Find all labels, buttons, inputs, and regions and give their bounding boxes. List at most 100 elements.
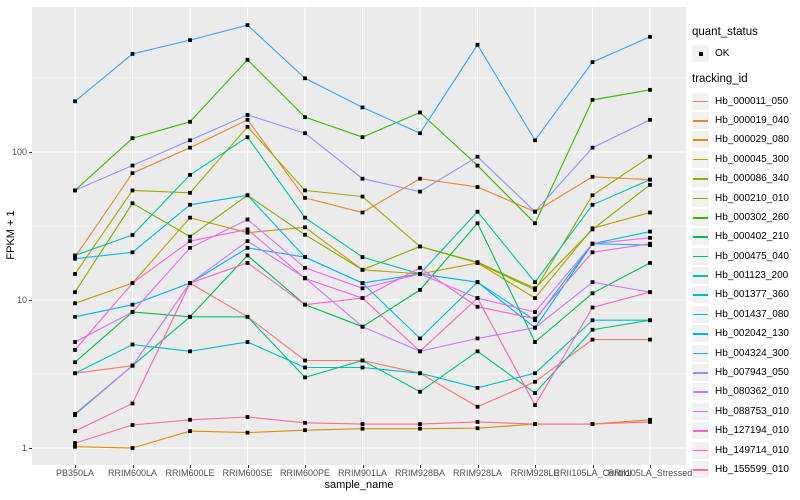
x-tick-label: RRII105LA_Control [553, 468, 632, 478]
data-point-marker [418, 288, 422, 292]
x-tick-mark [132, 465, 134, 468]
legend-label: Hb_088753_010 [715, 405, 789, 417]
data-point-marker [73, 301, 77, 306]
data-point-marker [245, 227, 250, 232]
legend-key-box [692, 267, 709, 285]
y-tick-mark [29, 448, 32, 449]
legend-key-box [692, 383, 709, 401]
data-point-marker [648, 417, 652, 422]
data-point-marker [418, 422, 422, 427]
legend-label: Hb_000011_050 [715, 95, 789, 107]
data-point-marker [188, 215, 192, 220]
data-point-marker [533, 310, 537, 314]
data-point-marker [590, 280, 595, 285]
legend-color-line [693, 139, 708, 141]
data-point-marker [245, 113, 250, 117]
data-point-marker [533, 296, 537, 301]
data-point-marker [303, 302, 307, 307]
data-point-marker [245, 253, 250, 258]
data-point-marker [188, 145, 192, 150]
data-point-marker [418, 336, 422, 341]
legend-item-Hb_088753_010: Hb_088753_010 [692, 402, 798, 421]
legend-label: Hb_002042_130 [715, 328, 789, 340]
legend-key-box [692, 92, 709, 110]
data-point-marker [648, 182, 652, 187]
data-point-marker [188, 173, 192, 177]
legend-color-line [693, 430, 708, 432]
data-point-marker [303, 131, 307, 136]
data-point-marker [245, 23, 250, 28]
x-tick-label: RRIM600LA [107, 468, 158, 478]
legend-color-line [693, 255, 708, 258]
legend-item-Hb_149714_010: Hb_149714_010 [692, 440, 798, 459]
data-point-marker [303, 375, 307, 380]
data-point-marker [418, 176, 422, 181]
x-tick-mark [535, 465, 536, 468]
legend-key-box [692, 286, 709, 304]
data-point-marker [188, 239, 192, 244]
data-point-marker [360, 281, 365, 286]
data-point-marker [533, 379, 537, 384]
legend-label: Hb_000045_300 [715, 153, 789, 165]
data-point-marker [73, 371, 77, 376]
data-point-marker [590, 60, 595, 64]
legend-label: Hb_000475_040 [715, 250, 789, 262]
data-point-marker [73, 413, 77, 417]
data-point-marker [475, 296, 480, 301]
data-point-marker [590, 145, 595, 150]
data-point-marker [533, 403, 537, 407]
legend-color-line [693, 410, 708, 413]
data-point-marker [245, 230, 250, 235]
data-point-marker [590, 97, 595, 102]
x-tick-mark [75, 465, 76, 468]
data-point-marker [475, 385, 480, 390]
data-point-marker [188, 138, 192, 143]
data-point-marker [533, 325, 537, 330]
data-point-marker [533, 221, 537, 226]
legend-color-line [693, 294, 708, 297]
plot-canvas [32, 7, 686, 465]
point-marker-icon [698, 51, 703, 57]
legend-label: Hb_007943_050 [715, 367, 789, 379]
data-point-marker [130, 363, 135, 368]
legend-label: OK [715, 48, 730, 60]
data-point-marker [418, 265, 422, 270]
legend-key-box [692, 111, 709, 129]
legend-label: Hb_149714_010 [715, 444, 789, 456]
data-point-marker [648, 235, 652, 240]
legend-item-Hb_007943_050: Hb_007943_050 [692, 363, 798, 382]
legend-key-box [692, 461, 709, 478]
legend-color-line [693, 352, 708, 355]
legend-key-box [692, 45, 709, 63]
data-point-marker [418, 426, 422, 431]
x-tick-mark [592, 465, 594, 468]
data-point-marker [303, 276, 307, 281]
data-point-marker [533, 209, 537, 214]
data-point-marker [360, 426, 365, 431]
data-point-marker [303, 225, 307, 230]
data-point-marker [418, 349, 422, 354]
legend-key-box [692, 344, 709, 362]
y-tick-label: 10 [16, 295, 27, 305]
data-point-marker [533, 340, 537, 344]
data-point-marker [188, 349, 192, 354]
data-point-marker [73, 314, 77, 319]
legend-key-box [692, 131, 709, 149]
x-tick-label: RRIM928LE [510, 468, 560, 478]
data-point-marker [130, 302, 135, 307]
legend-color-line [693, 449, 708, 452]
data-point-marker [475, 420, 480, 424]
x-tick-label: RRIM600LE [165, 468, 215, 478]
legend-key-box [692, 150, 709, 168]
data-point-marker [245, 124, 250, 129]
data-point-marker [188, 314, 192, 319]
legend-item-Hb_127194_010: Hb_127194_010 [692, 421, 798, 440]
data-point-marker [303, 255, 307, 259]
data-point-marker [73, 441, 77, 445]
data-point-marker [130, 163, 135, 168]
data-point-marker [245, 314, 250, 319]
legend-item-Hb_000045_300: Hb_000045_300 [692, 150, 798, 169]
legend-key-box [692, 170, 709, 188]
data-point-marker [188, 119, 192, 124]
plot-panel [32, 7, 686, 465]
